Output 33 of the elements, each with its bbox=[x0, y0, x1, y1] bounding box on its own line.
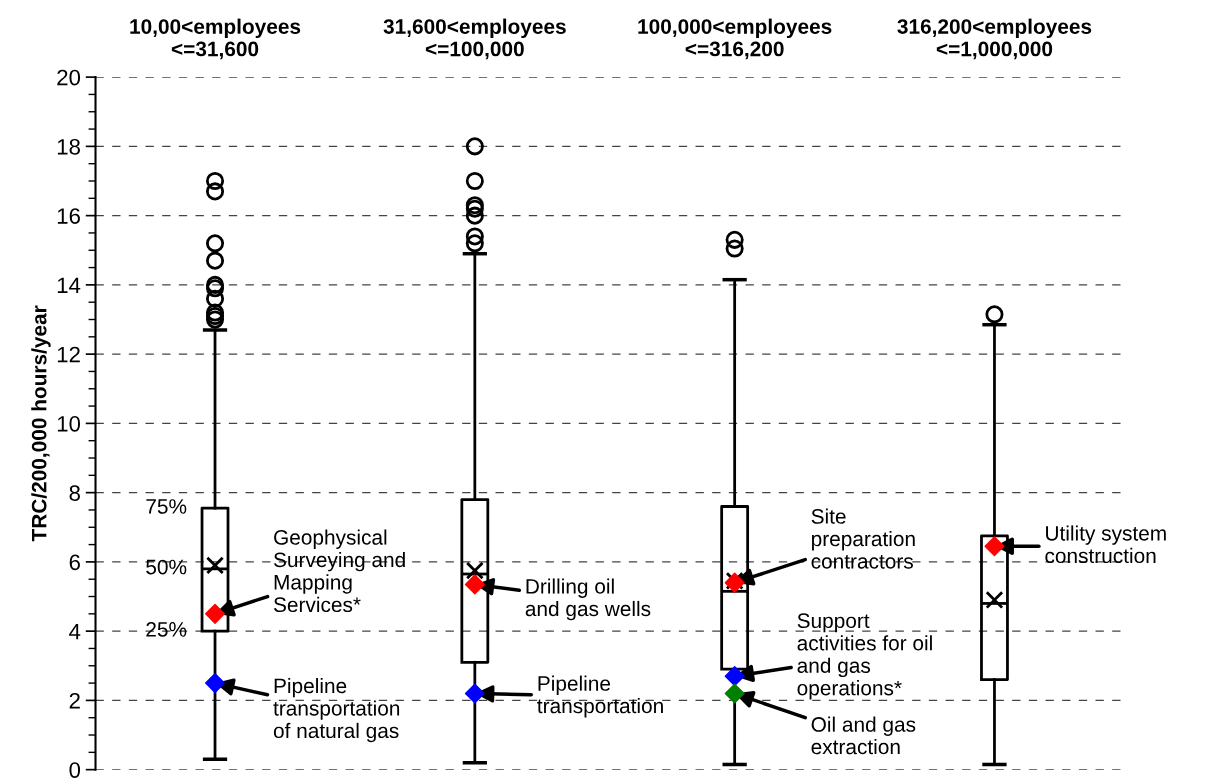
y-tick-label: 2 bbox=[69, 692, 80, 709]
point bbox=[464, 574, 485, 595]
annotation: Geophysical Surveying and Mapping Services* bbox=[273, 529, 405, 613]
y-tick-label: 0 bbox=[69, 762, 81, 778]
annotation: Support activities for oil and gas operations* bbox=[797, 613, 932, 700]
x-tick-label: 31,600<employees <=100,000 bbox=[383, 18, 566, 60]
y-tick-label: 16 bbox=[57, 208, 80, 224]
point bbox=[205, 603, 226, 624]
point bbox=[464, 683, 485, 704]
point bbox=[724, 666, 745, 687]
x-tick-label: 10,00<employees <=31,600 bbox=[130, 18, 301, 60]
y-tick-label: 14 bbox=[57, 277, 81, 293]
annotation: 75% bbox=[146, 499, 187, 514]
y-axis-title: TRC/200,000 hours/year bbox=[31, 305, 51, 542]
x-tick-label: 100,000<employees <=316,200 bbox=[638, 18, 832, 60]
point bbox=[984, 536, 1005, 557]
x-tick-label: 316,200<employees <=1,000,000 bbox=[897, 18, 1092, 60]
annotation: Drilling oil and gas wells bbox=[525, 578, 651, 621]
annotation: Utility system construction bbox=[1045, 525, 1166, 564]
y-tick-label: 6 bbox=[69, 554, 80, 571]
annotation: 50% bbox=[146, 559, 187, 575]
y-tick-label: 20 bbox=[57, 69, 81, 86]
annotation: Pipeline transportation of natural gas bbox=[273, 677, 400, 743]
y-tick-label: 4 bbox=[69, 623, 81, 640]
annotation: Site preparation contractors bbox=[811, 508, 915, 569]
y-tick-label: 12 bbox=[57, 346, 80, 363]
y-tick-label: 18 bbox=[57, 138, 80, 155]
annotation: Pipeline transportation bbox=[537, 675, 663, 718]
y-tick-label: 8 bbox=[69, 485, 80, 501]
point bbox=[205, 673, 226, 694]
annotation: 25% bbox=[146, 621, 187, 637]
annotation: Oil and gas extraction bbox=[811, 716, 916, 755]
y-tick-label: 10 bbox=[57, 415, 81, 432]
